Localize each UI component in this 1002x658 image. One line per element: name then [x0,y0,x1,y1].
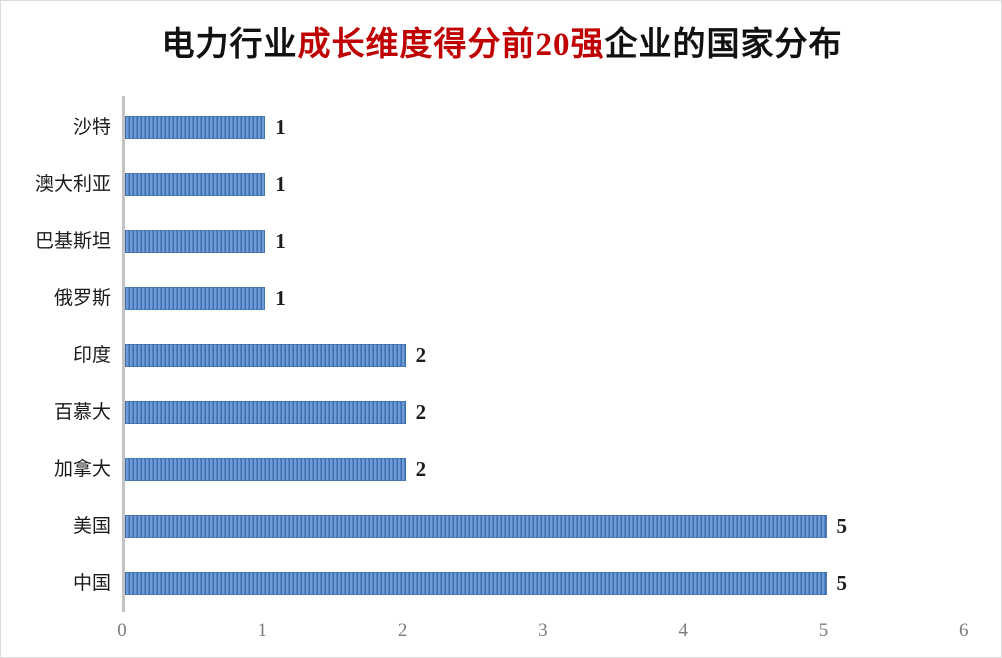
bar-row: 美国 5 [1,498,1001,555]
bar-value-label: 5 [836,571,848,595]
bar[interactable] [125,287,266,310]
x-tick-label: 1 [257,620,268,641]
plot-area: 沙特 1 澳大利亚 1 巴基斯坦 1 俄罗斯 1 [1,96,1001,612]
x-tick-label: 3 [538,620,548,641]
category-label: 百慕大 [53,402,111,423]
value-axis-line [122,96,125,612]
category-label: 沙特 [72,117,111,138]
bar-row: 中国 5 [1,555,1001,612]
x-tick-label: 5 [818,620,829,641]
bar-value-label: 2 [415,343,427,367]
bar-value-label: 1 [275,172,286,196]
bar-value-label: 1 [275,229,286,253]
category-label: 美国 [72,516,111,537]
title-segment-3: 企业的国家分布 [604,27,843,63]
bar[interactable] [125,344,406,367]
bar[interactable] [125,173,266,196]
category-label: 加拿大 [53,459,111,480]
title-segment-2: 成长维度得分前20强 [297,27,605,63]
bar[interactable] [125,401,406,424]
bar-row: 百慕大 2 [1,384,1001,441]
category-label: 澳大利亚 [34,174,111,195]
bar-value-label: 5 [836,514,848,538]
x-axis: 0 1 2 3 4 5 6 [1,612,1001,652]
bar-value-label: 2 [415,457,427,481]
category-label: 巴基斯坦 [34,231,111,252]
bar-row: 巴基斯坦 1 [1,213,1001,270]
bar-row: 澳大利亚 1 [1,156,1001,213]
bar-value-label: 1 [275,115,286,139]
title-segment-1: 电力行业 [161,27,298,63]
bar[interactable] [125,230,266,253]
category-label: 印度 [72,345,111,366]
x-tick-label: 4 [678,620,688,641]
bar-row: 印度 2 [1,327,1001,384]
bar-row: 加拿大 2 [1,441,1001,498]
chart-title: 电力行业成长维度得分前20强企业的国家分布 [1,23,1001,67]
bar[interactable] [125,458,406,481]
category-label: 俄罗斯 [53,288,111,309]
category-label: 中国 [72,573,111,594]
bar[interactable] [125,515,827,538]
bar-row: 沙特 1 [1,99,1001,156]
bar[interactable] [125,116,266,139]
bar-value-label: 1 [275,286,286,310]
x-tick-label: 0 [117,620,127,641]
x-tick-label: 2 [397,620,408,641]
bar-row: 俄罗斯 1 [1,270,1001,327]
x-tick-label: 6 [959,620,969,641]
bar-value-label: 2 [415,400,427,424]
bar[interactable] [125,572,827,595]
